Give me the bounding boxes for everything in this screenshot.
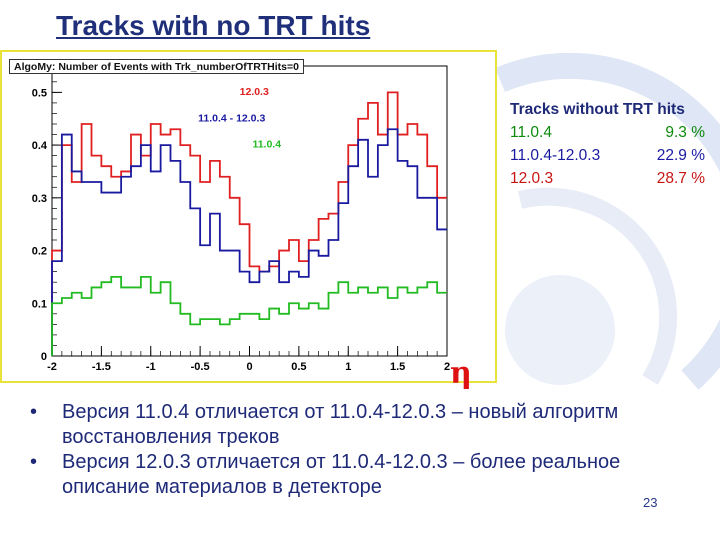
bullet-text: Версия 12.0.3 отличается от 11.0.4-12.0.…: [62, 451, 621, 498]
x-tick-label: 0: [246, 361, 252, 373]
legend-entry: 11.0.4: [252, 139, 281, 151]
y-tick-label: 0.2: [32, 246, 47, 258]
summary-table: Tracks without TRT hits 11.0.4 9.3 % 11.0.…: [510, 98, 705, 190]
bullet-text: Версия 11.0.4 отличается от 11.0.4-12.0.…: [62, 401, 619, 448]
bullet-dot: •: [30, 401, 38, 423]
summary-label: 11.0.4-12.0.3: [510, 147, 601, 164]
x-tick-label: -1: [146, 361, 156, 373]
x-tick-label: 1.5: [390, 361, 405, 373]
summary-value: 22.9 %: [656, 147, 705, 164]
y-tick-label: 0.3: [32, 193, 47, 205]
summary-header: Tracks without TRT hits: [510, 101, 685, 118]
x-tick-label: 1: [345, 361, 351, 373]
x-tick-label: 2: [444, 361, 450, 373]
bullet-item: • Версия 11.0.4 отличается от 11.0.4-12.…: [30, 400, 670, 450]
bullet-list: • Версия 11.0.4 отличается от 11.0.4-12.…: [30, 400, 670, 500]
summary-label: 12.0.3: [510, 170, 554, 187]
bullet-item: • Версия 12.0.3 отличается от 11.0.4-12.…: [30, 450, 670, 500]
x-tick-label: -2: [47, 361, 57, 373]
chart-title: AlgoMy: Number of Events with Trk_number…: [9, 59, 304, 74]
legend-entry: 12.0.3: [240, 86, 269, 98]
bullet-dot: •: [30, 451, 38, 473]
y-tick-label: 0: [41, 351, 47, 363]
x-axis-label: η: [450, 356, 472, 391]
histogram-series-11-0-4: [51, 276, 447, 356]
summary-row: 12.0.3 28.7 %: [510, 167, 705, 190]
legend-entry: 11.0.4 - 12.0.3: [198, 112, 265, 124]
x-tick-label: -0.5: [191, 361, 210, 373]
y-tick-label: 0.1: [32, 298, 47, 310]
x-tick-label: -1.5: [92, 361, 111, 373]
histogram-chart: 0 0.1 0.2 0.3 0.4 0.5 -2 -1.5 -1 -0.5 0 0.5 1 1.5 2 12.…: [32, 65, 450, 373]
histogram-series-12-0-3: [51, 91, 447, 356]
summary-value: 28.7 %: [656, 170, 705, 187]
summary-label: 11.0.4: [510, 124, 552, 141]
summary-row: 11.0.4-12.0.3 22.9 %: [510, 144, 705, 167]
page-number: 23: [643, 495, 658, 510]
x-tick-label: 0.5: [291, 361, 306, 373]
slide-title: Tracks with no TRT hits: [56, 10, 371, 41]
histogram-panel: 0 0.1 0.2 0.3 0.4 0.5 -2 -1.5 -1 -0.5 0 0.5 1 1.5 2 12.…: [0, 50, 497, 383]
histogram-series-11-0-4-12-0-3: [51, 128, 447, 356]
y-tick-label: 0.4: [32, 140, 48, 152]
y-tick-label: 0.5: [32, 87, 47, 99]
summary-value: 9.3 %: [665, 124, 705, 141]
summary-row: 11.0.4 9.3 %: [510, 121, 705, 144]
